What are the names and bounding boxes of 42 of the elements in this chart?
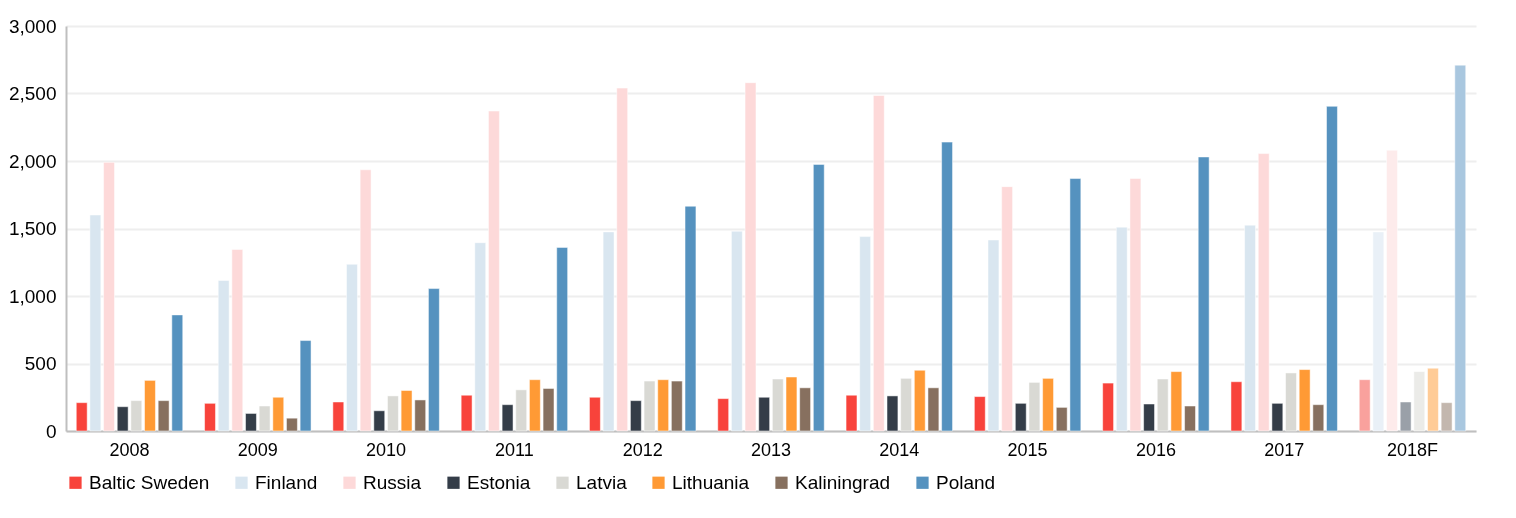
bar <box>428 288 440 432</box>
bar <box>1427 367 1439 432</box>
bar <box>813 164 825 432</box>
bar <box>1285 372 1297 432</box>
bar <box>204 403 216 432</box>
y-tick-label: 500 <box>24 353 57 374</box>
legend-label: Estonia <box>467 471 531 493</box>
y-tick-label: 1,500 <box>8 218 57 239</box>
y-tick-label: 2,500 <box>8 83 57 104</box>
bar <box>346 264 358 432</box>
y-tick-label: 1,000 <box>8 285 57 307</box>
y-tick-label: 0 <box>45 420 57 442</box>
x-tick-label: 2015 <box>1007 439 1048 460</box>
legend-label: Baltic Sweden <box>89 471 210 493</box>
bar <box>144 380 156 432</box>
bar <box>103 162 115 432</box>
x-tick-label: 2017 <box>1264 439 1305 460</box>
x-tick-label: 2008 <box>109 439 150 460</box>
legend-label: Poland <box>936 471 996 493</box>
x-tick-label: 2014 <box>879 439 920 460</box>
bar <box>1386 149 1398 432</box>
bar <box>245 413 257 432</box>
bar <box>332 401 345 432</box>
x-tick-label: 2009 <box>237 439 278 460</box>
x-tick-label: 2011 <box>495 439 534 460</box>
bar <box>1197 156 1210 432</box>
x-tick-label: 2010 <box>366 439 407 460</box>
legend-label: Latvia <box>576 471 628 493</box>
x-tick-label: 2012 <box>622 439 663 460</box>
legend-label: Lithuania <box>672 471 750 493</box>
bar <box>717 398 729 432</box>
x-tick-label: 2018F <box>1386 439 1439 460</box>
y-tick-label: 3,000 <box>8 15 57 37</box>
legend-label: Russia <box>363 471 422 493</box>
bar <box>1184 405 1196 432</box>
legend-label: Finland <box>255 471 318 493</box>
bar <box>1326 106 1338 432</box>
x-tick-label: 2016 <box>1135 439 1176 460</box>
x-tick-label: 2013 <box>750 439 792 460</box>
y-tick-label: 2,000 <box>8 150 57 172</box>
bar <box>1102 382 1114 432</box>
legend-label: Kaliningrad <box>795 471 891 493</box>
